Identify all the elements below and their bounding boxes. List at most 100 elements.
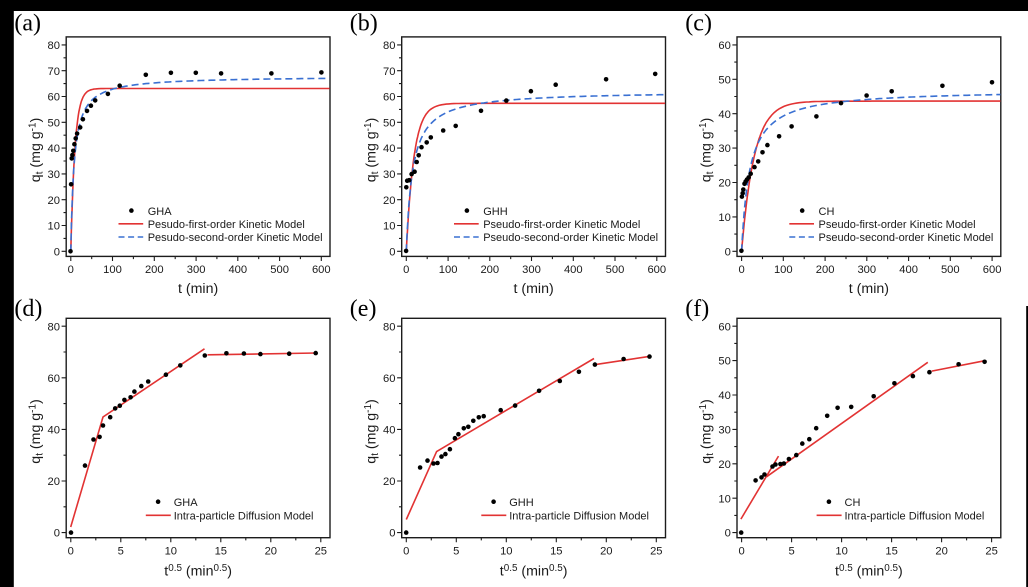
- svg-text:t (min): t (min): [513, 281, 553, 297]
- svg-text:40: 40: [48, 425, 60, 437]
- svg-text:t (min): t (min): [849, 281, 889, 297]
- svg-text:Intra-particle Diffusion Model: Intra-particle Diffusion Model: [845, 511, 985, 523]
- svg-text:(e): (e): [350, 296, 377, 322]
- svg-text:100: 100: [774, 264, 793, 276]
- svg-text:80: 80: [383, 321, 395, 333]
- svg-text:0: 0: [68, 264, 74, 276]
- svg-text:300: 300: [187, 264, 206, 276]
- svg-text:0: 0: [389, 246, 395, 258]
- svg-text:Pesudo-second-order Kinetic Mo: Pesudo-second-order Kinetic Model: [148, 232, 323, 244]
- svg-text:60: 60: [383, 92, 395, 104]
- svg-text:80: 80: [48, 40, 60, 52]
- svg-text:Intra-particle Diffusion Model: Intra-particle Diffusion Model: [174, 511, 314, 523]
- svg-text:0: 0: [738, 264, 744, 276]
- svg-text:Pseudo-second-order Kinetic Mo: Pseudo-second-order Kinetic Model: [819, 232, 994, 244]
- svg-text:qt (mg g-1): qt (mg g-1): [698, 118, 716, 182]
- svg-text:5: 5: [118, 545, 124, 557]
- svg-text:0: 0: [68, 545, 74, 557]
- svg-text:20: 20: [935, 545, 947, 557]
- svg-text:10: 10: [383, 221, 395, 233]
- svg-text:0: 0: [403, 264, 409, 276]
- svg-text:t (min): t (min): [178, 281, 218, 297]
- svg-text:30: 30: [48, 169, 60, 181]
- svg-text:200: 200: [816, 264, 835, 276]
- svg-text:300: 300: [857, 264, 876, 276]
- svg-text:30: 30: [383, 169, 395, 181]
- svg-text:70: 70: [48, 66, 60, 78]
- svg-text:qt (mg g-1): qt (mg g-1): [27, 399, 45, 463]
- svg-text:20: 20: [600, 545, 612, 557]
- svg-text:50: 50: [383, 117, 395, 129]
- svg-text:GHH: GHH: [509, 497, 534, 509]
- svg-text:200: 200: [480, 264, 499, 276]
- svg-text:400: 400: [564, 264, 583, 276]
- svg-text:GHA: GHA: [174, 497, 199, 509]
- svg-text:Pesudo-first-order Kinetic Mod: Pesudo-first-order Kinetic Model: [148, 219, 305, 231]
- svg-text:10: 10: [718, 493, 730, 505]
- svg-text:50: 50: [718, 356, 730, 368]
- svg-text:GHH: GHH: [483, 206, 508, 218]
- svg-text:500: 500: [270, 264, 289, 276]
- svg-text:30: 30: [718, 425, 730, 437]
- svg-text:10: 10: [718, 212, 730, 224]
- svg-text:0: 0: [389, 528, 395, 540]
- svg-text:CH: CH: [845, 497, 861, 509]
- svg-text:10: 10: [835, 545, 847, 557]
- svg-text:100: 100: [103, 264, 122, 276]
- svg-text:20: 20: [383, 195, 395, 207]
- svg-text:400: 400: [899, 264, 918, 276]
- svg-text:0: 0: [725, 528, 731, 540]
- svg-text:200: 200: [145, 264, 164, 276]
- svg-text:0: 0: [54, 528, 60, 540]
- svg-text:15: 15: [215, 545, 227, 557]
- svg-text:(d): (d): [14, 296, 42, 322]
- svg-text:300: 300: [522, 264, 541, 276]
- svg-text:(b): (b): [350, 10, 378, 36]
- svg-text:70: 70: [383, 66, 395, 78]
- svg-text:10: 10: [48, 221, 60, 233]
- svg-text:(f): (f): [685, 296, 709, 322]
- svg-text:0: 0: [403, 545, 409, 557]
- svg-text:10: 10: [500, 545, 512, 557]
- svg-text:qt (mg g-1): qt (mg g-1): [698, 399, 716, 463]
- svg-text:40: 40: [718, 390, 730, 402]
- svg-text:60: 60: [48, 92, 60, 104]
- svg-text:60: 60: [48, 373, 60, 385]
- svg-text:0: 0: [725, 246, 731, 258]
- svg-text:Pseudo-first-order Kinetic Mod: Pseudo-first-order Kinetic Model: [483, 219, 640, 231]
- svg-text:25: 25: [315, 545, 327, 557]
- svg-text:0: 0: [54, 246, 60, 258]
- svg-text:500: 500: [941, 264, 960, 276]
- svg-text:40: 40: [383, 425, 395, 437]
- svg-text:20: 20: [265, 545, 277, 557]
- svg-text:15: 15: [550, 545, 562, 557]
- svg-text:20: 20: [48, 195, 60, 207]
- svg-text:Intra-particle Diffusion Model: Intra-particle Diffusion Model: [509, 511, 649, 523]
- svg-text:20: 20: [718, 178, 730, 190]
- svg-text:qt (mg g-1): qt (mg g-1): [363, 399, 381, 463]
- svg-text:15: 15: [885, 545, 897, 557]
- svg-text:60: 60: [718, 321, 730, 333]
- svg-text:40: 40: [383, 143, 395, 155]
- svg-text:20: 20: [48, 476, 60, 488]
- svg-text:80: 80: [48, 321, 60, 333]
- svg-text:25: 25: [985, 545, 997, 557]
- svg-text:10: 10: [165, 545, 177, 557]
- svg-text:20: 20: [718, 459, 730, 471]
- svg-text:(c): (c): [685, 10, 712, 36]
- svg-text:0: 0: [738, 545, 744, 557]
- svg-text:qt (mg g-1): qt (mg g-1): [363, 118, 381, 182]
- svg-text:60: 60: [383, 373, 395, 385]
- svg-text:600: 600: [312, 264, 331, 276]
- svg-text:50: 50: [48, 117, 60, 129]
- svg-text:400: 400: [228, 264, 247, 276]
- svg-text:20: 20: [383, 476, 395, 488]
- svg-text:5: 5: [788, 545, 794, 557]
- svg-text:30: 30: [718, 143, 730, 155]
- svg-text:80: 80: [383, 40, 395, 52]
- svg-text:GHA: GHA: [148, 206, 173, 218]
- svg-text:600: 600: [983, 264, 1002, 276]
- svg-text:40: 40: [718, 109, 730, 121]
- svg-text:600: 600: [647, 264, 666, 276]
- svg-text:Pseudo-first-order Kinetic Mod: Pseudo-first-order Kinetic Model: [819, 219, 976, 231]
